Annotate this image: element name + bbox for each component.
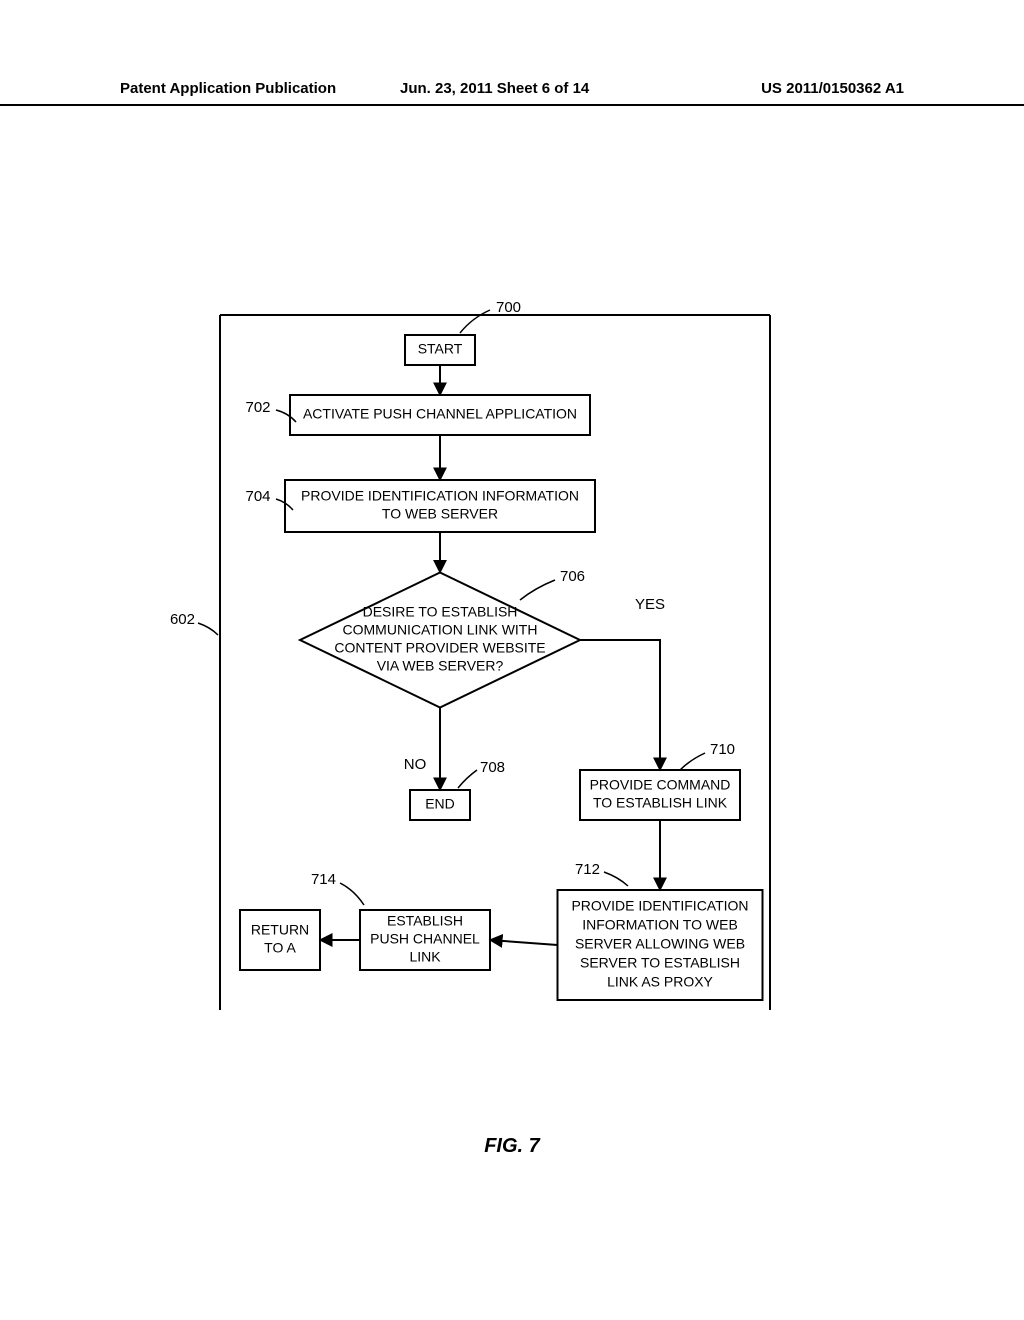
svg-text:RETURN: RETURN xyxy=(251,922,309,938)
svg-text:CONTENT PROVIDER WEBSITE: CONTENT PROVIDER WEBSITE xyxy=(334,640,545,656)
svg-text:INFORMATION TO WEB: INFORMATION TO WEB xyxy=(582,917,738,933)
svg-text:TO A: TO A xyxy=(264,940,296,956)
svg-text:PROVIDE IDENTIFICATION: PROVIDE IDENTIFICATION xyxy=(571,898,748,914)
svg-text:704: 704 xyxy=(245,488,270,505)
svg-text:702: 702 xyxy=(245,399,270,416)
svg-text:TO WEB SERVER: TO WEB SERVER xyxy=(382,506,498,522)
svg-text:PUSH CHANNEL: PUSH CHANNEL xyxy=(370,931,480,947)
svg-text:SERVER TO ESTABLISH: SERVER TO ESTABLISH xyxy=(580,955,740,971)
svg-text:PROVIDE COMMAND: PROVIDE COMMAND xyxy=(590,777,731,793)
svg-text:VIA WEB SERVER?: VIA WEB SERVER? xyxy=(377,658,504,674)
svg-text:YES: YES xyxy=(635,596,665,613)
svg-text:TO ESTABLISH LINK: TO ESTABLISH LINK xyxy=(593,795,728,811)
svg-text:LINK AS PROXY: LINK AS PROXY xyxy=(607,974,713,990)
svg-text:START: START xyxy=(418,341,463,357)
svg-text:706: 706 xyxy=(560,568,585,585)
svg-text:708: 708 xyxy=(480,759,505,776)
svg-text:NO: NO xyxy=(404,756,427,773)
svg-text:LINK: LINK xyxy=(409,949,441,965)
svg-text:710: 710 xyxy=(710,741,735,758)
svg-text:700: 700 xyxy=(496,299,521,316)
flowchart-svg: START 700 ACTIVATE PUSH CHANNEL APPLICATIO… xyxy=(0,0,1024,1320)
svg-text:PROVIDE IDENTIFICATION INFORMA: PROVIDE IDENTIFICATION INFORMATION xyxy=(301,488,579,504)
svg-text:DESIRE TO ESTABLISH: DESIRE TO ESTABLISH xyxy=(363,604,518,620)
figure-label: FIG. 7 xyxy=(484,1135,540,1158)
svg-text:602: 602 xyxy=(170,611,195,628)
svg-text:714: 714 xyxy=(311,871,336,888)
svg-text:ACTIVATE PUSH CHANNEL APPLICAT: ACTIVATE PUSH CHANNEL APPLICATION xyxy=(303,406,577,422)
svg-text:712: 712 xyxy=(575,861,600,878)
svg-text:COMMUNICATION LINK WITH: COMMUNICATION LINK WITH xyxy=(343,622,538,638)
svg-text:ESTABLISH: ESTABLISH xyxy=(387,913,463,929)
svg-text:SERVER ALLOWING WEB: SERVER ALLOWING WEB xyxy=(575,936,745,952)
svg-text:END: END xyxy=(425,796,455,812)
